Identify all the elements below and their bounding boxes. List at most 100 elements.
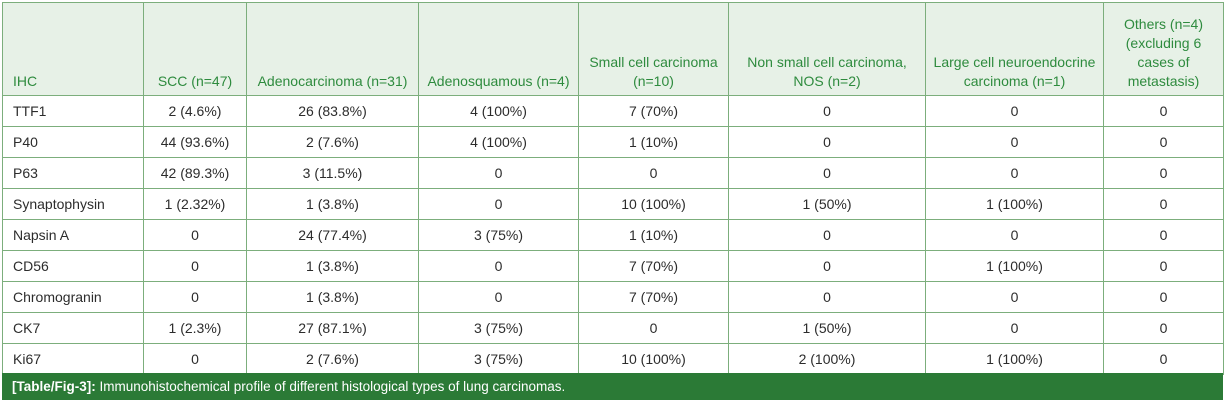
table-cell: 0 [728, 281, 926, 313]
table-row: CD56 0 1 (3.8%) 0 7 (70%) 0 1 (100%) 0 [2, 250, 1224, 282]
column-header-label: SCC (n=47) [157, 73, 233, 89]
table-row: CK7 1 (2.3%) 27 (87.1%) 3 (75%) 0 1 (50%) 0 0 [2, 312, 1224, 344]
table-cell: 2 (7.6%) [246, 126, 419, 158]
table-cell: 1 (3.8%) [246, 250, 419, 282]
table-cell: 0 [1103, 126, 1224, 158]
column-header: Small cell carcinoma (n=10) [578, 2, 729, 96]
table-cell: 2 (7.6%) [246, 343, 419, 375]
table-cell: 0 [418, 188, 579, 220]
table-cell: 1 (10%) [578, 126, 729, 158]
column-header: Adenosquamous (n=4) [418, 2, 579, 96]
table-cell: 0 [728, 157, 926, 189]
marker-name-cell: CD56 [2, 250, 144, 282]
table-cell: 24 (77.4%) [246, 219, 419, 251]
column-header-label: Large cell neuroendocrine carcinoma (n=1… [933, 54, 1096, 89]
table-cell: 1 (3.8%) [246, 188, 419, 220]
table-cell: 0 [925, 281, 1104, 313]
table-row: Napsin A 0 24 (77.4%) 3 (75%) 1 (10%) 0 0 0 [2, 219, 1224, 251]
table-row: Chromogranin 0 1 (3.8%) 0 7 (70%) 0 0 0 [2, 281, 1224, 313]
table-cell: 1 (50%) [728, 188, 926, 220]
column-header: Non small cell carcinoma, NOS (n=2) [728, 2, 926, 96]
marker-name-cell: Synaptophysin [2, 188, 144, 220]
table-cell: 1 (2.32%) [143, 188, 247, 220]
column-header-label: Non small cell carcinoma, NOS (n=2) [747, 54, 907, 89]
table-cell: 0 [1103, 157, 1224, 189]
table-cell: 0 [1103, 281, 1224, 313]
table-cell: 0 [418, 157, 579, 189]
table-caption: [Table/Fig-3]: Immunohistochemical profi… [2, 373, 1223, 400]
table-cell: 3 (75%) [418, 312, 579, 344]
table-cell: 1 (100%) [925, 343, 1104, 375]
table-cell: 7 (70%) [578, 281, 729, 313]
table-cell: 0 [728, 250, 926, 282]
table-cell: 0 [925, 219, 1104, 251]
table-cell: 0 [1103, 312, 1224, 344]
marker-name-cell: CK7 [2, 312, 144, 344]
table-cell: 0 [1103, 219, 1224, 251]
column-header: SCC (n=47) [143, 2, 247, 96]
ihc-table: IHC SCC (n=47) Adenocarcinoma (n=31) Adenos… [2, 2, 1224, 375]
table-cell: 0 [925, 126, 1104, 158]
caption-text: Immunohistochemical profile of different… [95, 379, 566, 394]
marker-name-cell: P63 [2, 157, 144, 189]
column-header: Adenocarcinoma (n=31) [246, 2, 419, 96]
table-cell: 0 [143, 250, 247, 282]
table-cell: 2 (4.6%) [143, 95, 247, 127]
table-cell: 0 [925, 157, 1104, 189]
table-cell: 7 (70%) [578, 250, 729, 282]
table-cell: 10 (100%) [578, 343, 729, 375]
table-cell: 1 (10%) [578, 219, 729, 251]
column-header-label: Adenosquamous (n=4) [427, 73, 570, 89]
table-cell: 4 (100%) [418, 126, 579, 158]
table-row: P63 42 (89.3%) 3 (11.5%) 0 0 0 0 0 [2, 157, 1224, 189]
table-cell: 3 (75%) [418, 343, 579, 375]
caption-label: [Table/Fig-3]: [12, 379, 96, 394]
table-cell: 0 [418, 281, 579, 313]
marker-name-cell: Ki67 [2, 343, 144, 375]
column-header-label: Small cell carcinoma (n=10) [589, 54, 718, 89]
table-cell: 0 [1103, 343, 1224, 375]
table-cell: 0 [728, 126, 926, 158]
table-cell: 0 [1103, 188, 1224, 220]
table-cell: 0 [143, 343, 247, 375]
table-cell: 1 (50%) [728, 312, 926, 344]
table-cell: 0 [578, 312, 729, 344]
table-cell: 0 [1103, 95, 1224, 127]
column-header: Others (n=4) (excluding 6 cases of metas… [1103, 2, 1224, 96]
table-cell: 0 [578, 157, 729, 189]
header-row: IHC SCC (n=47) Adenocarcinoma (n=31) Adenos… [2, 2, 1224, 96]
table-cell: 0 [143, 281, 247, 313]
table-cell: 26 (83.8%) [246, 95, 419, 127]
table-cell: 3 (11.5%) [246, 157, 419, 189]
column-header: Large cell neuroendocrine carcinoma (n=1… [925, 2, 1104, 96]
table-body: TTF1 2 (4.6%) 26 (83.8%) 4 (100%) 7 (70%) 0 0 0… [2, 95, 1224, 375]
table-cell: 0 [925, 312, 1104, 344]
table-cell: 0 [728, 219, 926, 251]
table-cell: 7 (70%) [578, 95, 729, 127]
table-cell: 1 (2.3%) [143, 312, 247, 344]
table-row: Ki67 0 2 (7.6%) 3 (75%) 10 (100%) 2 (100%) 1 (… [2, 343, 1224, 375]
table-cell: 0 [143, 219, 247, 251]
table-cell: 1 (3.8%) [246, 281, 419, 313]
marker-name-cell: Napsin A [2, 219, 144, 251]
table-cell: 4 (100%) [418, 95, 579, 127]
table-cell: 1 (100%) [925, 188, 1104, 220]
table-cell: 42 (89.3%) [143, 157, 247, 189]
marker-name-cell: Chromogranin [2, 281, 144, 313]
column-header-label: Adenocarcinoma (n=31) [257, 73, 408, 89]
column-header-ihc: IHC [2, 2, 144, 96]
table-row: P40 44 (93.6%) 2 (7.6%) 4 (100%) 1 (10%) 0 0 0 [2, 126, 1224, 158]
column-header-label: IHC [13, 73, 38, 89]
table-cell: 44 (93.6%) [143, 126, 247, 158]
table-cell: 0 [418, 250, 579, 282]
table-cell: 1 (100%) [925, 250, 1104, 282]
table-cell: 0 [1103, 250, 1224, 282]
table-row: Synaptophysin 1 (2.32%) 1 (3.8%) 0 10 (100%)… [2, 188, 1224, 220]
table-cell: 27 (87.1%) [246, 312, 419, 344]
table-row: TTF1 2 (4.6%) 26 (83.8%) 4 (100%) 7 (70%) 0 0 0 [2, 95, 1224, 127]
table-cell: 2 (100%) [728, 343, 926, 375]
table-cell: 0 [728, 95, 926, 127]
marker-name-cell: P40 [2, 126, 144, 158]
column-header-label: Others (n=4) (excluding 6 cases of metas… [1124, 16, 1203, 89]
